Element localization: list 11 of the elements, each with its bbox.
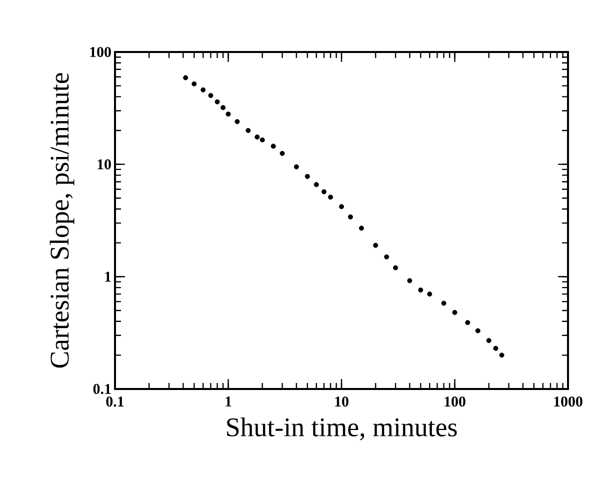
- x-tick-label: 0.1: [106, 396, 124, 407]
- x-tick-label: 1000: [554, 396, 582, 407]
- x-tick-label: 1: [226, 396, 232, 406]
- x-tick-label: 10: [335, 396, 348, 407]
- y-tick-label: 0.1: [93, 384, 111, 394]
- y-tick-label: 10: [98, 159, 111, 170]
- x-axis-title: Shut-in time, minutes: [227, 417, 457, 440]
- y-axis-title: Cartesian Slope, psi/minute: [50, 73, 74, 368]
- y-tick-label: 100: [90, 46, 111, 58]
- y-tick-label: 1: [105, 272, 111, 282]
- x-tick-label: 100: [444, 396, 466, 407]
